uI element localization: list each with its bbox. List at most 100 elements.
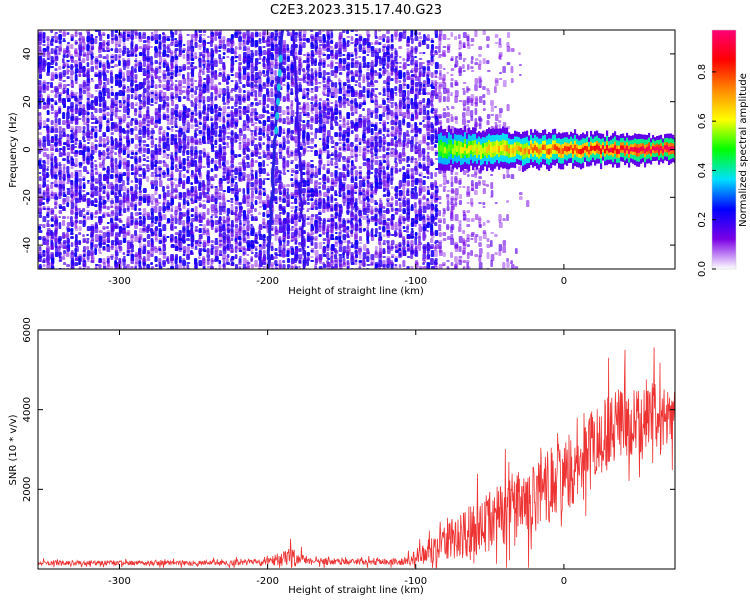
heatmap-cell [270, 228, 274, 231]
heatmap-cell [230, 264, 234, 266]
heatmap-cell [186, 78, 190, 82]
heatmap-cell [150, 222, 154, 227]
heatmap-cell [314, 106, 318, 113]
heatmap-cell [174, 58, 178, 64]
heatmap-cell [178, 182, 181, 187]
heatmap-cell [230, 204, 234, 206]
heatmap-cell [122, 202, 126, 208]
heatmap-cell [322, 242, 326, 244]
heatmap-cell [246, 186, 251, 188]
heatmap-cell [246, 98, 251, 100]
heatmap-cell [58, 118, 61, 125]
heatmap-cell [278, 192, 283, 195]
heatmap-cell [62, 128, 66, 133]
heatmap-cell [158, 80, 162, 83]
heatmap-cell [110, 126, 114, 131]
heatmap-cell [138, 186, 142, 190]
heatmap-cell [94, 56, 99, 58]
heatmap-cell [242, 224, 246, 226]
heatmap-cell [318, 50, 321, 57]
heatmap-cell [138, 212, 142, 215]
spectrogram-heatmap [38, 30, 675, 269]
heatmap-cell [106, 156, 110, 159]
heatmap-cell [106, 70, 110, 73]
heatmap-cell [234, 178, 237, 180]
heatmap-cell [314, 238, 318, 240]
heatmap-cell [182, 96, 186, 99]
heatmap-cell [262, 132, 266, 136]
heatmap-cell [66, 32, 70, 35]
heatmap-cell [78, 186, 82, 189]
heatmap-cell [306, 140, 310, 145]
heatmap-cell [66, 110, 70, 112]
heatmap-cell [222, 142, 226, 145]
heatmap-cell [242, 200, 246, 203]
heatmap-cell [238, 216, 242, 220]
heatmap-cell [106, 182, 110, 184]
heatmap-cell [158, 76, 162, 78]
heatmap-cell [42, 184, 45, 188]
heatmap-cell [326, 220, 331, 222]
heatmap-cell [154, 202, 159, 206]
heatmap-cell [178, 148, 182, 153]
heatmap-cell [186, 116, 189, 118]
heatmap-cell [150, 86, 154, 88]
heatmap-cell [98, 230, 103, 233]
heatmap-cell [130, 258, 135, 264]
heatmap-cell [162, 44, 167, 51]
heatmap-cell [50, 78, 55, 81]
heatmap-cell [66, 228, 71, 232]
heatmap-cell [214, 212, 218, 216]
heatmap-cell [262, 222, 266, 224]
heatmap-cell [118, 58, 121, 60]
heatmap-cell [114, 196, 119, 203]
heatmap-cell [110, 66, 115, 68]
heatmap-cell [202, 70, 205, 75]
heatmap-cell [306, 76, 311, 80]
heatmap-cell [254, 182, 258, 186]
heatmap-cell [54, 174, 58, 179]
heatmap-cell [210, 240, 214, 243]
heatmap-cell [246, 226, 249, 232]
heatmap-cell [250, 188, 255, 190]
heatmap-cell [162, 254, 166, 259]
heatmap-cell [194, 104, 198, 106]
heatmap-cell [290, 226, 295, 228]
heatmap-cell [94, 36, 99, 38]
heatmap-cell [198, 70, 202, 72]
heatmap-cell [282, 186, 286, 188]
heatmap-cell [38, 80, 42, 85]
heatmap-cell [54, 194, 58, 196]
heatmap-cell [162, 138, 166, 140]
heatmap-cell [118, 248, 122, 253]
heatmap-cell [106, 184, 111, 189]
heatmap-cell [58, 108, 61, 114]
heatmap-cell [230, 106, 234, 109]
heatmap-cell [38, 68, 42, 75]
heatmap-cell [62, 104, 67, 108]
heatmap-cell [198, 252, 202, 256]
heatmap-cell [106, 154, 110, 156]
heatmap-cell [310, 160, 314, 162]
heatmap-cell [70, 116, 74, 121]
heatmap-cell [138, 100, 143, 102]
heatmap-cell [170, 184, 174, 188]
heatmap-cell [98, 48, 102, 50]
heatmap-cell [282, 132, 286, 134]
heatmap-cell [154, 228, 157, 230]
heatmap-cell [66, 76, 70, 79]
heatmap-cell [154, 150, 158, 154]
heatmap-cell [202, 166, 206, 168]
heatmap-cell [186, 246, 190, 252]
heatmap-cell [62, 262, 67, 265]
heatmap-cell [110, 240, 115, 245]
heatmap-cell [310, 108, 314, 110]
heatmap-cell [222, 210, 227, 214]
heatmap-cell [194, 246, 198, 248]
heatmap-cell [66, 124, 71, 129]
heatmap-cell [190, 62, 195, 64]
heatmap-cell [126, 64, 130, 69]
heatmap-cell [278, 242, 282, 244]
heatmap-cell [194, 230, 199, 232]
heatmap-cell [42, 208, 47, 210]
